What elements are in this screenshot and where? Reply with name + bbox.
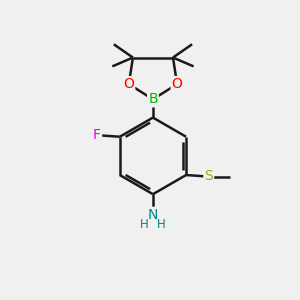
Text: O: O	[172, 77, 182, 91]
Text: H: H	[140, 218, 149, 231]
Text: S: S	[204, 169, 213, 184]
Text: F: F	[93, 128, 101, 142]
Text: N: N	[148, 208, 158, 222]
Text: H: H	[157, 218, 166, 231]
Text: O: O	[123, 77, 134, 91]
Text: B: B	[148, 92, 158, 106]
